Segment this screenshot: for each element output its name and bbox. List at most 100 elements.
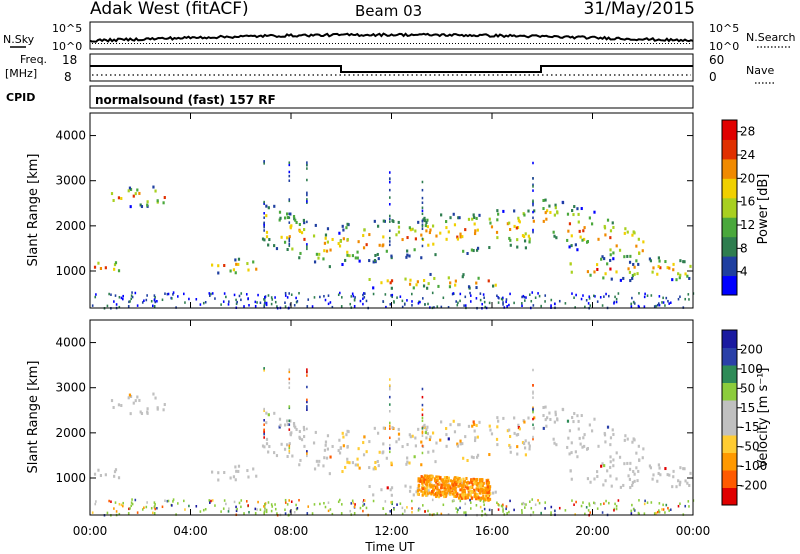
velocity-cell [449,489,452,493]
velocity-cell [425,436,428,440]
power-cell [390,254,393,258]
power-noise-cell [288,242,291,246]
velocity-cell [234,465,237,469]
power-noise-cell [210,292,212,296]
power-cell [573,205,576,209]
velocity-noise-cell [209,501,211,504]
velocity-cell [428,483,431,487]
power-cell [622,276,625,280]
power-noise-cell [646,294,649,297]
power-noise-cell [141,301,144,304]
power-noise-cell [421,244,424,248]
power-cell [323,249,326,253]
power-noise-cell [306,243,308,246]
power-cell [475,281,478,285]
velocity-noise-cell [161,505,164,509]
power-noise-cell [479,298,482,302]
power-cell [324,236,327,240]
velocity-noise-cell [421,413,424,417]
velocity-noise-cell [172,500,174,503]
power-cell [473,215,476,219]
colorbar-segment [722,178,737,199]
power-noise-cell [288,174,291,178]
velocity-cell [542,405,545,409]
power-noise-cell [544,294,547,297]
power-cell [612,251,615,255]
y-tick-label: 2000 [55,426,86,440]
power-noise-cell [440,305,443,309]
power-noise-cell [177,295,179,298]
power-cell [263,238,266,242]
velocity-cell [284,423,287,427]
power-noise-cell [243,305,245,308]
power-noise-cell [324,298,327,302]
power-noise-cell [331,305,334,309]
colorbar-tick-label: -200 [740,479,767,493]
velocity-cell [631,440,634,444]
power-cell [623,231,626,235]
power-noise-cell [498,296,500,300]
power-cell [609,267,612,271]
power-cell [412,286,415,290]
power-noise-cell [587,302,590,305]
colorbar-tick-label: 24 [740,148,755,162]
power-noise-cell [319,295,321,299]
power-noise-cell [131,295,134,299]
power-cell [488,217,491,221]
power-cell [328,265,331,269]
velocity-cell [472,456,475,460]
velocity-noise-cell [307,505,310,508]
power-noise-cell [424,303,426,306]
velocity-noise-cell [238,501,241,505]
velocity-cell [479,483,482,487]
power-cell [129,187,133,191]
power-cell [478,213,481,217]
velocity-noise-cell [340,512,343,515]
power-noise-cell [240,298,242,302]
power-noise-cell [644,292,646,296]
y-tick-label: 1000 [55,471,86,485]
power-cell [406,253,409,257]
velocity-noise-cell [214,504,216,507]
velocity-cell [479,487,482,491]
velocity-cell [517,423,520,427]
velocity-cell [423,491,427,495]
velocity-noise-cell [421,416,424,420]
sky-right-tick-low: 10^0 [709,40,739,53]
power-cell [626,254,629,258]
power-cell [580,207,583,211]
power-cell [545,217,548,221]
velocity-cell [475,479,478,483]
velocity-noise-cell [254,511,257,515]
velocity-noise-cell [524,506,526,509]
velocity-cell [649,466,653,470]
velocity-noise-cell [459,499,462,503]
velocity-cell [425,427,428,431]
power-cell [527,234,530,238]
velocity-cell [496,425,499,429]
power-noise-cell [263,303,266,307]
velocity-noise-cell [154,503,156,506]
velocity-cell [114,468,118,472]
velocity-cell [127,396,130,400]
velocity-cell [586,477,590,481]
power-cell [449,216,452,220]
power-noise-cell [263,222,265,226]
power-noise-cell [225,295,227,299]
power-noise-cell [421,209,424,213]
velocity-cell [286,423,290,427]
velocity-cell [420,463,423,467]
velocity-noise-cell [296,507,299,510]
velocity-cell [113,470,117,474]
power-cell [390,256,393,260]
velocity-noise-cell [129,507,131,510]
power-cell [600,257,603,261]
velocity-cell [672,475,675,479]
velocity-cell [473,439,477,443]
velocity-noise-cell [365,506,368,510]
velocity-cell [382,426,385,430]
power-noise-cell [152,304,154,308]
power-cell [414,229,417,233]
velocity-noise-cell [587,509,590,512]
